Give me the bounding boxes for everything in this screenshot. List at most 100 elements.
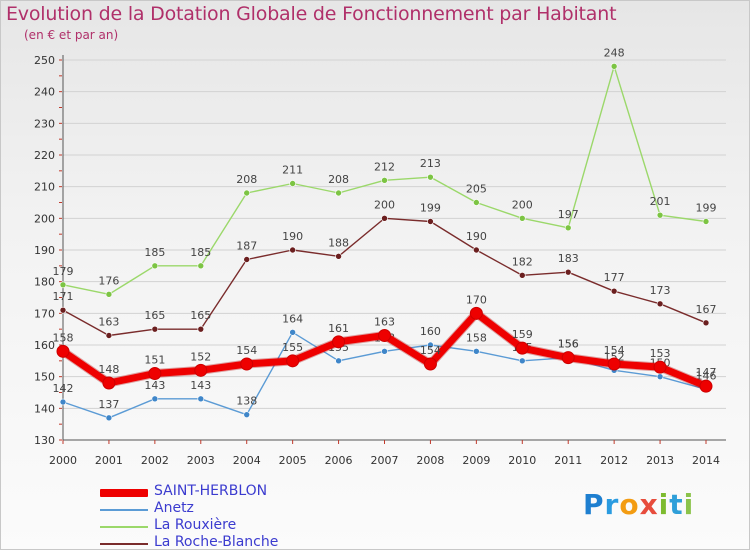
y-tick-label: 140 [34, 402, 55, 415]
data-point [289, 329, 296, 336]
data-label: 190 [282, 230, 303, 243]
data-label: 156 [558, 338, 579, 351]
data-point [656, 211, 664, 219]
data-point [564, 268, 572, 276]
data-label: 154 [604, 344, 625, 357]
data-point [702, 319, 710, 327]
data-point [335, 253, 342, 260]
data-label: 211 [282, 164, 303, 177]
data-label: 208 [328, 173, 349, 186]
data-label: 165 [190, 309, 211, 322]
data-point [699, 379, 713, 393]
data-point [102, 376, 116, 390]
data-label: 185 [190, 246, 211, 259]
data-label: 160 [420, 325, 441, 338]
y-tick-label: 130 [34, 434, 55, 447]
x-tick-label: 2002 [141, 454, 169, 467]
data-point [473, 199, 480, 206]
x-tick-label: 2005 [279, 454, 307, 467]
data-point [473, 246, 480, 254]
x-tick-label: 2014 [692, 454, 720, 467]
data-label: 151 [144, 354, 165, 367]
legend-label: SAINT-HERBLON [154, 483, 268, 499]
data-label: 163 [374, 316, 395, 329]
data-label: 142 [53, 382, 74, 395]
data-point [564, 224, 572, 232]
y-tick-label: 160 [34, 339, 55, 352]
data-label: 137 [98, 398, 119, 411]
data-label: 170 [466, 293, 487, 306]
legend-swatch [100, 526, 148, 528]
x-tick-label: 2013 [646, 454, 674, 467]
data-label: 205 [466, 183, 487, 196]
y-tick-label: 170 [34, 307, 55, 320]
data-label: 212 [374, 160, 395, 173]
data-point [518, 357, 526, 365]
data-label: 176 [98, 274, 119, 287]
data-point [427, 218, 434, 225]
brand-logo: Proxiti [583, 488, 694, 521]
y-tick-label: 190 [34, 244, 55, 257]
data-point [286, 354, 300, 368]
data-point [423, 357, 437, 371]
data-label: 158 [466, 331, 487, 344]
data-label: 138 [236, 395, 257, 408]
brand-letter: t [669, 488, 684, 521]
data-point [59, 306, 67, 314]
data-label: 159 [512, 328, 533, 341]
data-label: 171 [53, 290, 74, 303]
y-tick-label: 150 [34, 371, 55, 384]
data-point [378, 329, 391, 342]
data-point [289, 180, 296, 187]
data-point [427, 173, 434, 181]
x-tick-label: 2000 [49, 454, 77, 467]
x-tick-label: 2003 [187, 454, 215, 467]
data-point [197, 395, 205, 403]
legend-label: La Rouxière [154, 517, 237, 533]
data-point [469, 306, 483, 320]
data-label: 148 [98, 363, 119, 376]
data-point [59, 398, 67, 406]
data-point [148, 367, 162, 380]
brand-letter: i [683, 488, 695, 521]
x-tick-label: 2009 [462, 454, 490, 467]
data-point [151, 262, 159, 270]
data-point [335, 189, 342, 197]
data-label: 173 [650, 284, 671, 297]
data-point [151, 395, 159, 403]
data-label: 179 [53, 265, 74, 278]
data-label: 147 [696, 366, 717, 379]
data-label: 183 [558, 252, 579, 265]
brand-letter: P [583, 488, 605, 521]
data-point [653, 360, 667, 374]
brand-letter: x [639, 488, 659, 521]
data-point [427, 341, 434, 349]
x-tick-label: 2006 [325, 454, 353, 467]
data-label: 200 [374, 198, 395, 211]
data-label: 164 [282, 312, 303, 325]
data-label: 200 [512, 198, 533, 211]
data-label: 163 [98, 316, 119, 329]
data-point [332, 335, 346, 349]
data-label: 152 [190, 350, 211, 363]
data-label: 143 [190, 379, 211, 392]
data-point [518, 272, 526, 279]
data-point [289, 246, 296, 254]
brand-letter: r [604, 488, 620, 521]
data-point [105, 332, 113, 339]
y-tick-label: 230 [34, 117, 55, 130]
data-label: 208 [236, 173, 257, 186]
data-point [561, 351, 575, 365]
x-tick-label: 2001 [95, 454, 123, 467]
data-label: 153 [650, 347, 671, 360]
data-label: 154 [420, 344, 441, 357]
x-tick-label: 2008 [416, 454, 444, 467]
data-point [610, 63, 618, 70]
data-label: 187 [236, 240, 257, 253]
data-point [151, 325, 159, 333]
data-point [243, 256, 251, 263]
legend-label: Anetz [154, 500, 194, 516]
data-point [381, 348, 388, 355]
data-point [197, 262, 205, 270]
data-point [194, 363, 208, 377]
